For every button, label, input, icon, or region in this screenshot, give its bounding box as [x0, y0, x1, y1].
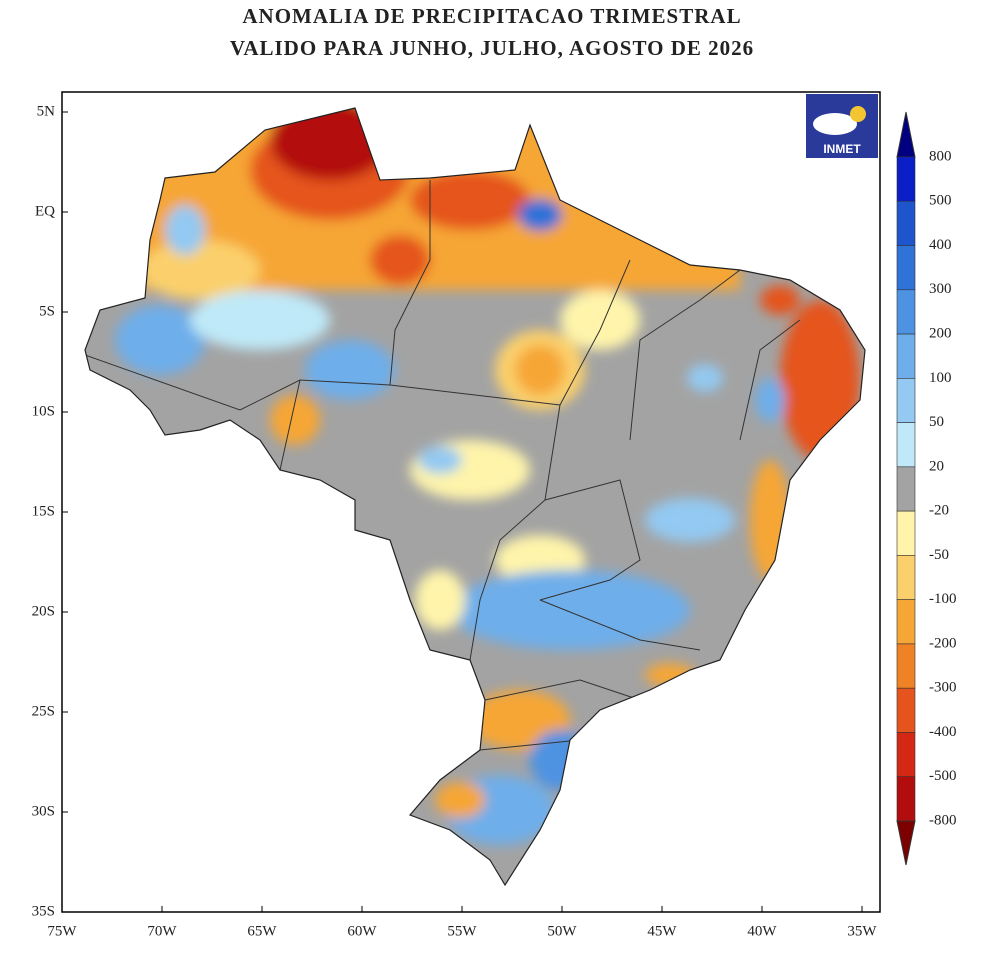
colorbar-label: -500	[929, 768, 957, 784]
colorbar-segment	[896, 776, 916, 822]
title-line: VALIDO PARA JUNHO, JULHO, AGOSTO DE 2026	[230, 36, 754, 60]
lat-label: 10S	[32, 403, 55, 419]
colorbar-label: -800	[929, 812, 957, 828]
lon-label: 35W	[847, 923, 877, 939]
colorbar-label: 300	[929, 281, 952, 297]
lon-label: 70W	[147, 923, 177, 939]
colorbar-label: 20	[929, 458, 944, 474]
colorbar-label: 800	[929, 148, 952, 164]
lat-label: EQ	[35, 203, 55, 219]
colorbar-segment	[896, 200, 916, 246]
colorbar-label: 200	[929, 326, 952, 342]
colorbar-segment	[896, 422, 916, 468]
lon-label: 50W	[547, 923, 577, 939]
colorbar-label: -400	[929, 724, 957, 740]
lat-label: 25S	[32, 703, 55, 719]
colorbar-segment	[896, 378, 916, 423]
colorbar-segment	[896, 466, 916, 512]
colorbar-label: -50	[929, 547, 949, 563]
colorbar-segment	[896, 333, 916, 379]
colorbar-segment	[896, 732, 916, 778]
title-line: ANOMALIA DE PRECIPITACAO TRIMESTRAL	[242, 4, 741, 28]
colorbar-segment	[896, 555, 916, 600]
colorbar-label: -200	[929, 635, 957, 651]
colorbar-segment	[896, 289, 916, 335]
colorbar-label: -300	[929, 680, 957, 696]
colorbar-arrow	[896, 820, 916, 866]
lon-label: 45W	[647, 923, 677, 939]
colorbar-segment	[896, 245, 916, 291]
colorbar-label: -100	[929, 591, 957, 607]
lon-label: 40W	[747, 923, 777, 939]
lon-label: 65W	[247, 923, 277, 939]
state-borders	[85, 180, 801, 751]
colorbar-segment	[896, 510, 916, 556]
lon-label: 75W	[47, 923, 77, 939]
colorbar-segment	[896, 687, 916, 733]
colorbar-segment	[896, 599, 916, 645]
colorbar-label: 500	[929, 193, 952, 209]
colorbar-label: 400	[929, 237, 952, 253]
lat-label: 15S	[32, 503, 55, 519]
lat-label: 30S	[32, 803, 55, 819]
lon-label: 60W	[347, 923, 377, 939]
colorbar-segment	[896, 643, 916, 689]
colorbar-label: 100	[929, 370, 952, 386]
lon-label: 55W	[447, 923, 477, 939]
colorbar-label: 50	[929, 414, 944, 430]
logo: INMET	[806, 94, 878, 158]
lat-label: 20S	[32, 603, 55, 619]
lat-label: 35S	[32, 903, 55, 919]
colorbar-arrow	[896, 111, 916, 158]
lat-label: 5S	[39, 303, 55, 319]
lat-label: 5N	[37, 103, 56, 119]
colorbar-segment	[896, 156, 916, 202]
colorbar-label: -20	[929, 503, 949, 519]
logo-text: INMET	[823, 142, 861, 156]
